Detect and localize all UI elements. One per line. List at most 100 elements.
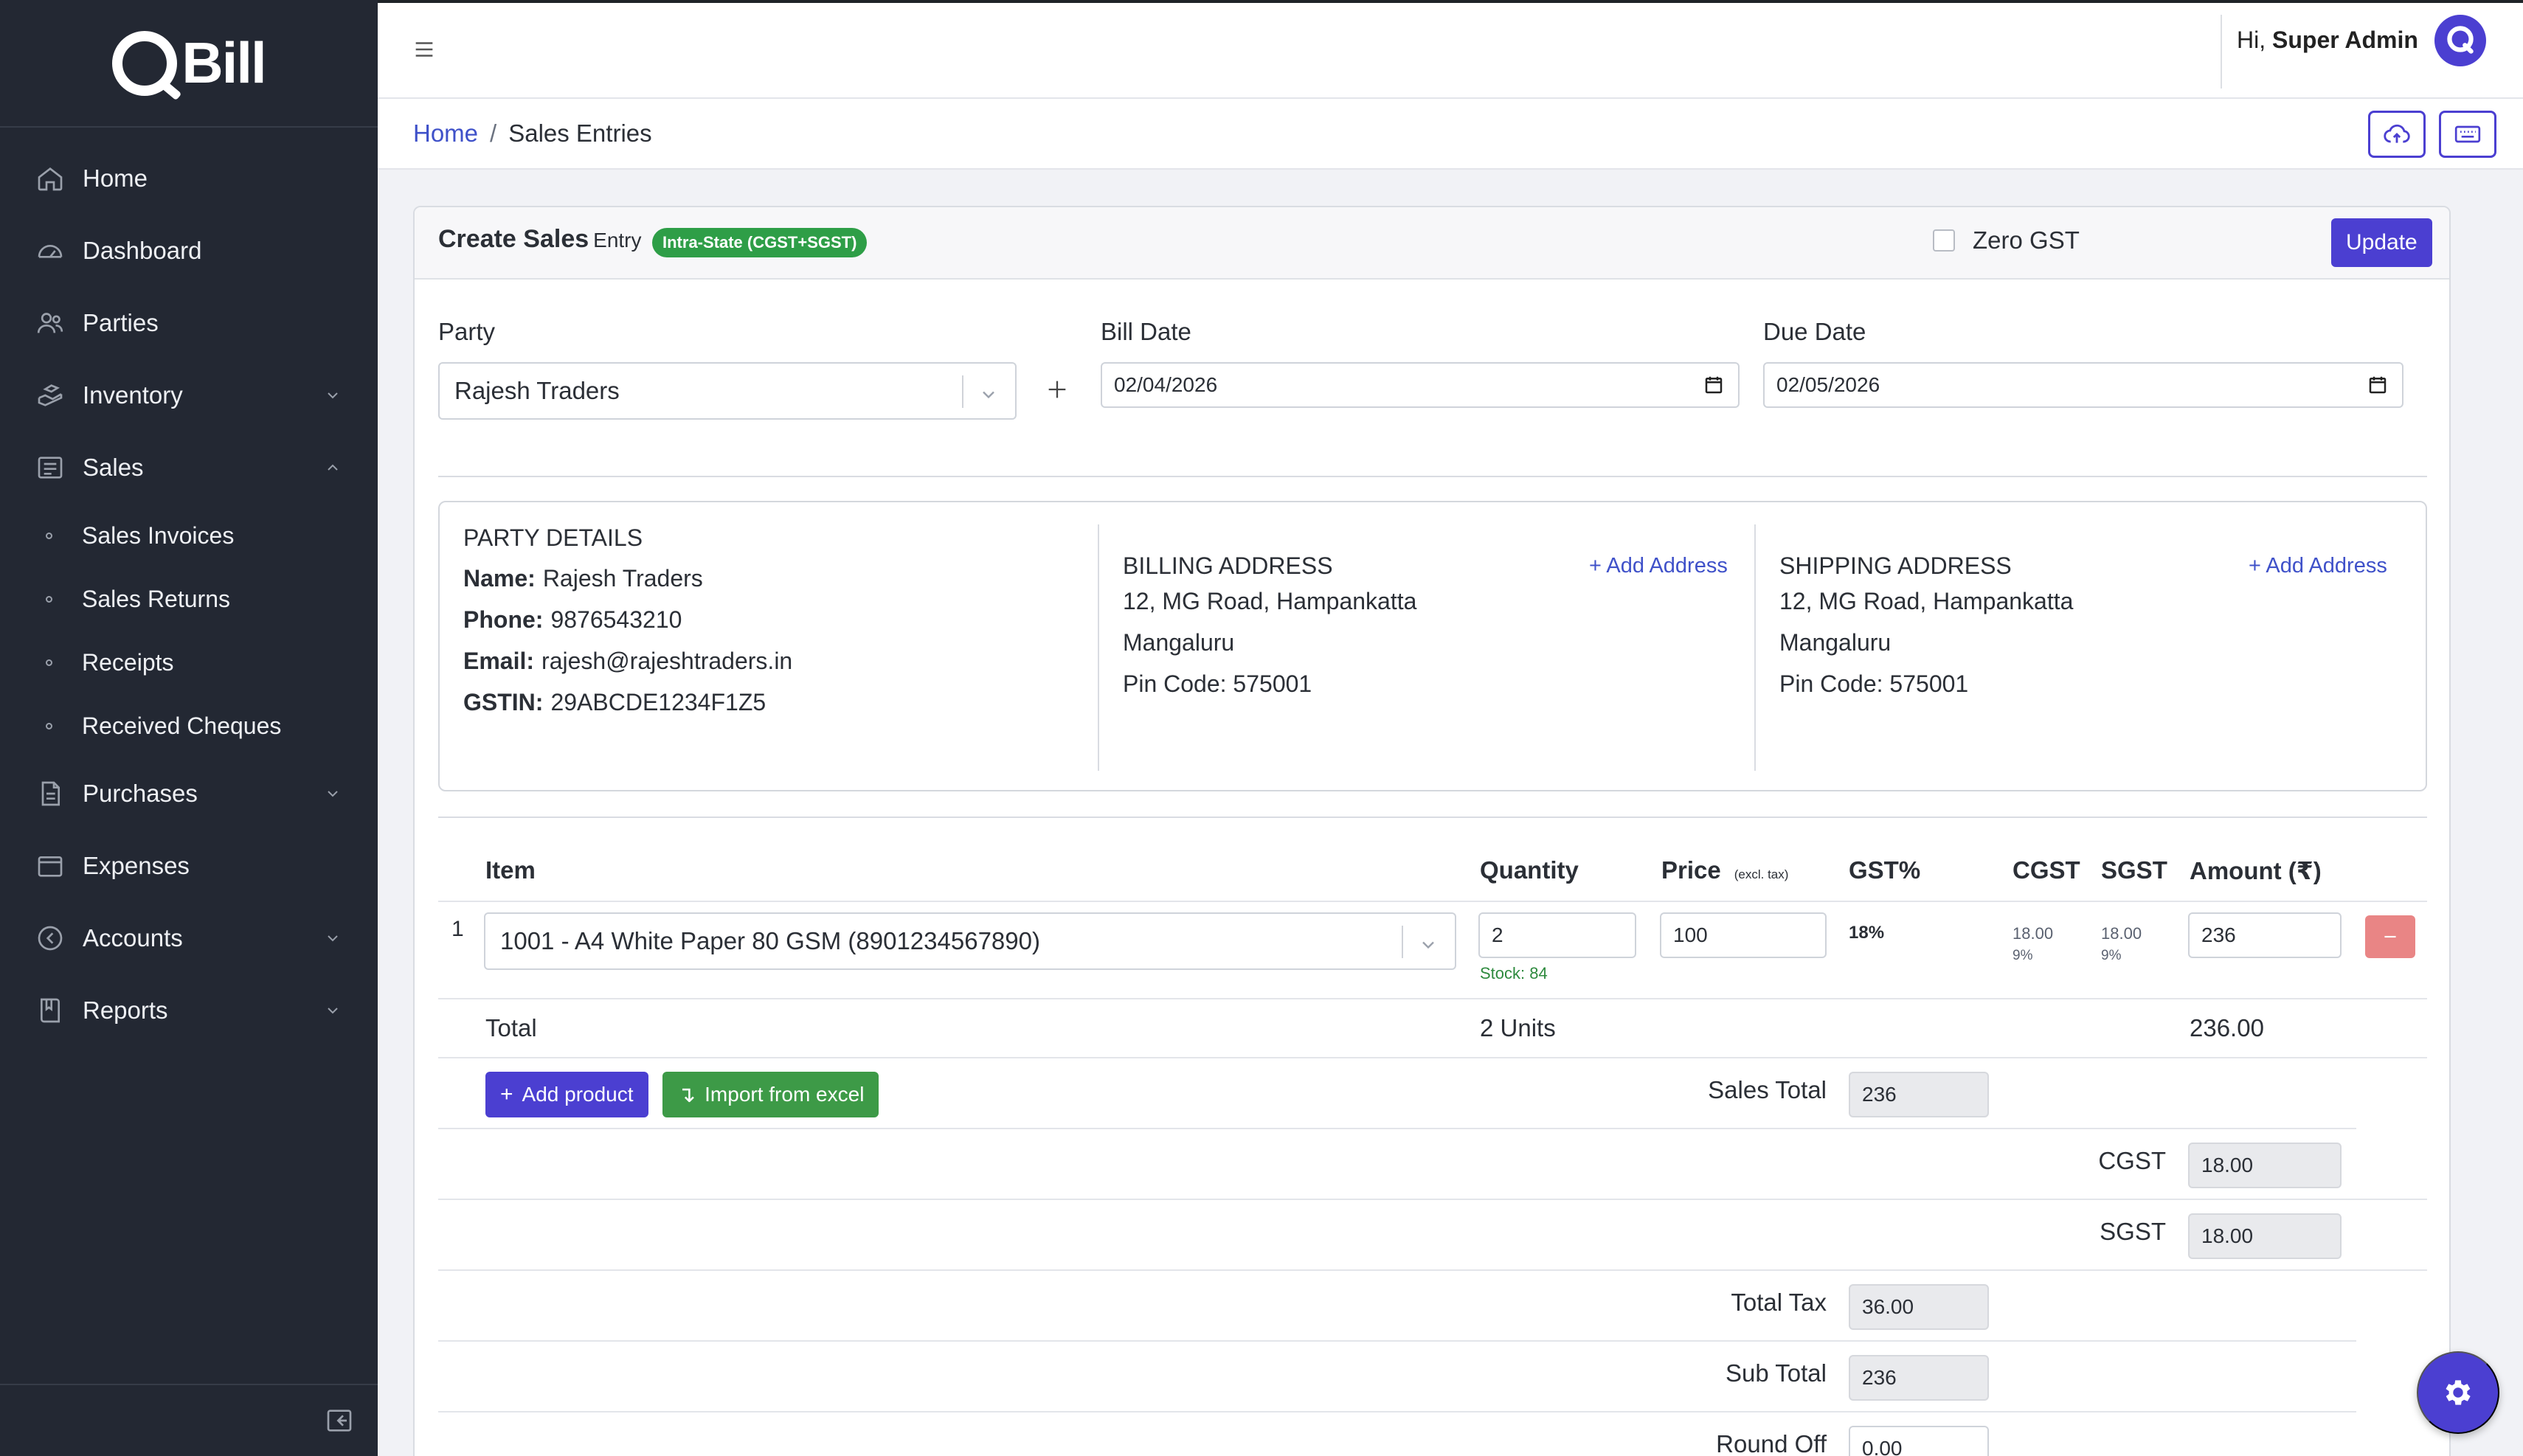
breadcrumb-bar: Home / Sales Entries [378, 99, 2523, 170]
round-off-label: Round Off [1716, 1430, 1827, 1456]
sidebar-item-accounts[interactable]: Accounts [0, 902, 378, 974]
title-subtext: Entry [593, 229, 642, 252]
sgst-total-field: 18.00 [2188, 1213, 2342, 1259]
sub-total-label: Sub Total [1726, 1359, 1827, 1387]
party-phone: 9876543210 [550, 606, 682, 633]
zero-gst-checkbox[interactable] [1933, 229, 1955, 252]
sidebar-item-label: Accounts [83, 924, 183, 951]
party-name: Rajesh Traders [542, 564, 703, 592]
add-party-icon[interactable] [1045, 377, 1070, 402]
update-button[interactable]: Update [2331, 218, 2432, 267]
column-header-cgst: CGST [2012, 856, 2080, 884]
sidebar-subitem-label: Receipts [82, 648, 174, 676]
avatar[interactable] [2434, 15, 2486, 66]
billing-line2: Mangaluru [1123, 628, 1235, 656]
party-email-row: Email: rajesh@rajeshtraders.in [463, 640, 1068, 682]
accounts-icon [34, 922, 66, 954]
sidebar-item-dashboard[interactable]: Dashboard [0, 215, 378, 287]
sidebar-item-label: Reports [83, 996, 168, 1024]
round-off-input[interactable]: 0.00 [1849, 1426, 1989, 1456]
minus-icon [2384, 935, 2396, 938]
keyboard-icon [2454, 125, 2481, 143]
sgst-amount: 18.00 [2101, 924, 2142, 943]
field-label: Name: [463, 564, 536, 592]
sgst-total-label: SGST [2100, 1218, 2166, 1245]
menu-toggle-icon[interactable] [412, 37, 437, 62]
billing-address-heading: BILLING ADDRESS [1123, 552, 1333, 579]
zero-gst-toggle[interactable]: Zero GST [1933, 226, 2080, 254]
price-input[interactable]: 100 [1660, 912, 1827, 958]
sidebar-subitem-label: Sales Invoices [82, 521, 235, 549]
user-name: Super Admin [2272, 27, 2418, 53]
calendar-icon[interactable] [2367, 374, 2389, 396]
users-icon [34, 307, 66, 339]
cgst-rate: 9% [2012, 948, 2033, 963]
sidebar-item-expenses[interactable]: Expenses [0, 830, 378, 902]
sidebar-item-label: Home [83, 164, 148, 192]
purchases-icon [34, 777, 66, 810]
add-billing-address-link[interactable]: + Add Address [1589, 554, 1728, 578]
sidebar-item-inventory[interactable]: Inventory [0, 359, 378, 431]
tax-type-badge: Intra-State (CGST+SGST) [652, 228, 868, 257]
chevron-down-icon [978, 383, 999, 403]
sidebar-item-home[interactable]: Home [0, 142, 378, 215]
cloud-upload-button[interactable] [2368, 111, 2426, 158]
add-product-button[interactable]: + Add product [485, 1072, 648, 1117]
party-details: PARTY DETAILS Name: Rajesh Traders Phone:… [463, 524, 1068, 771]
breadcrumb-separator: / [490, 119, 497, 147]
total-tax-label: Total Tax [1731, 1289, 1827, 1316]
item-select[interactable]: 1001 - A4 White Paper 80 GSM (8901234567… [484, 912, 1456, 970]
breadcrumb-home-link[interactable]: Home [413, 119, 479, 147]
dashboard-icon [34, 235, 66, 267]
top-bar: Hi, Super Admin [378, 0, 2523, 99]
sidebar-subitem-receipts[interactable]: Receipts [0, 631, 378, 694]
add-shipping-address-link[interactable]: + Add Address [2249, 554, 2387, 578]
bill-date-label: Bill Date [1101, 318, 1191, 345]
settings-fab-button[interactable] [2417, 1351, 2499, 1434]
chevron-down-icon [323, 1001, 342, 1020]
due-date-input[interactable]: 02/05/2026 [1763, 362, 2403, 408]
party-details-box: PARTY DETAILS Name: Rajesh Traders Phone:… [438, 501, 2427, 791]
sidebar-nav: Home Dashboard Parties Inventory Sales S… [0, 128, 378, 1047]
sidebar-subitem-sales-returns[interactable]: Sales Returns [0, 567, 378, 631]
import-excel-button[interactable]: ↴ Import from excel [662, 1072, 879, 1117]
sidebar-item-sales[interactable]: Sales [0, 431, 378, 504]
bill-date-value: 02/04/2026 [1114, 373, 1218, 396]
divider [438, 1057, 2427, 1058]
collapse-sidebar-icon[interactable] [325, 1406, 354, 1435]
calendar-icon[interactable] [1703, 374, 1725, 396]
remove-row-button[interactable] [2365, 915, 2415, 958]
sidebar-item-purchases[interactable]: Purchases [0, 758, 378, 830]
sidebar-item-label: Sales [83, 454, 144, 481]
brand-logo[interactable]: Bill [0, 0, 378, 128]
chevron-down-icon [323, 386, 342, 405]
price-header-note: (excl. tax) [1734, 867, 1789, 881]
column-header-sgst: SGST [2101, 856, 2167, 884]
zero-gst-label: Zero GST [1973, 226, 2080, 254]
total-label: Total [485, 1014, 537, 1041]
sidebar-subitem-sales-invoices[interactable]: Sales Invoices [0, 504, 378, 567]
party-select[interactable]: Rajesh Traders [438, 362, 1017, 420]
sidebar-subitem-received-cheques[interactable]: Received Cheques [0, 694, 378, 758]
sidebar-item-parties[interactable]: Parties [0, 287, 378, 359]
shipping-pin: Pin Code: 575001 [1779, 670, 1969, 697]
sidebar-item-reports[interactable]: Reports [0, 974, 378, 1047]
bill-date-input[interactable]: 02/04/2026 [1101, 362, 1740, 408]
title-text: Create Sales [438, 225, 589, 253]
add-product-label: Add product [522, 1083, 634, 1106]
divider [438, 1199, 2427, 1200]
sidebar-footer [0, 1384, 378, 1456]
select-divider [1402, 926, 1403, 958]
column-divider [1754, 524, 1756, 771]
party-name-row: Name: Rajesh Traders [463, 558, 1068, 599]
divider [438, 1411, 2356, 1412]
amount-input[interactable]: 236 [2188, 912, 2342, 958]
keyboard-shortcuts-button[interactable] [2439, 111, 2496, 158]
party-email: rajesh@rajeshtraders.in [541, 647, 793, 674]
column-header-quantity: Quantity [1480, 856, 1579, 884]
import-excel-label: Import from excel [705, 1083, 865, 1106]
quantity-input[interactable]: 2 [1478, 912, 1636, 958]
breadcrumb-current: Sales Entries [508, 119, 652, 147]
sidebar-item-label: Parties [83, 309, 159, 336]
sales-total-field: 236 [1849, 1072, 1989, 1117]
